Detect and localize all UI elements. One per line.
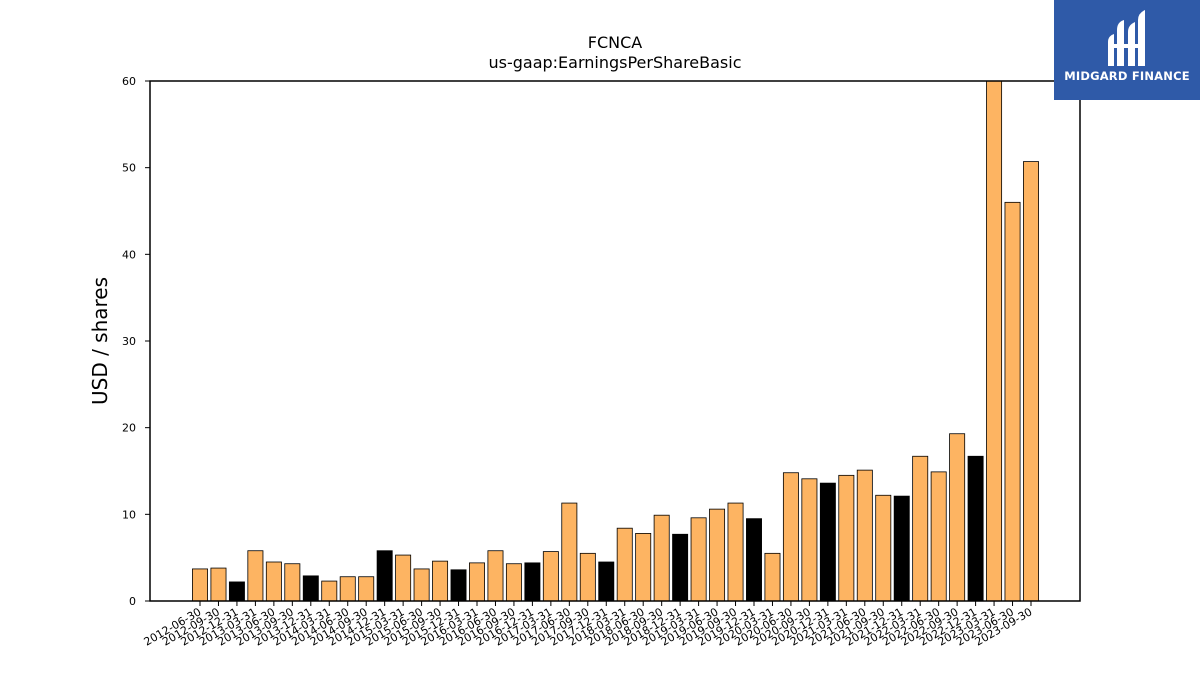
bars-group: [192, 80, 1039, 602]
y-tick-label: 10: [122, 508, 136, 521]
bar-2020-03-31: [764, 552, 781, 602]
bar-2016-03-31: [469, 562, 485, 602]
bar-2016-06-30: [487, 550, 504, 602]
bar-2012-09-30: [210, 567, 227, 602]
bar-2020-06-30: [782, 472, 799, 602]
bar-2017-06-30: [561, 502, 578, 602]
bar-2023-03-31: [986, 80, 1003, 602]
y-tick-label: 40: [122, 248, 136, 261]
y-tick-label: 60: [122, 75, 136, 88]
bar-2016-12-31: [524, 562, 541, 602]
bar-2018-12-31: [672, 533, 689, 602]
bar-2021-03-31: [838, 474, 855, 602]
bar-2013-03-31: [247, 550, 264, 602]
bar-2015-06-30: [413, 568, 430, 602]
y-tick-label: 30: [122, 335, 136, 348]
bar-2021-06-30: [856, 469, 873, 602]
bar-2013-06-30: [265, 561, 282, 602]
y-ticks-group: 0 10 20 30 40 50 60: [122, 75, 150, 608]
x-ticks-group: 2012-06-302012-09-302012-12-312013-03-31…: [142, 601, 1035, 649]
bar-2022-06-30: [930, 471, 947, 602]
bar-2016-09-30: [505, 563, 522, 602]
bar-2021-09-30: [875, 494, 892, 602]
bar-2014-09-30: [358, 576, 375, 602]
bar-2012-06-30: [192, 568, 208, 602]
bar-2022-12-31: [967, 455, 984, 602]
brand-logo: MIDGARD FINANCE: [1054, 0, 1200, 100]
y-tick-label: 50: [122, 162, 136, 175]
bar-2019-06-30: [709, 508, 726, 602]
y-tick-label: 20: [122, 422, 136, 435]
bar-2017-03-31: [542, 551, 559, 602]
bar-2019-09-30: [727, 502, 744, 602]
bar-2012-12-31: [228, 581, 245, 602]
bar-2019-03-31: [690, 517, 707, 602]
bar-2014-03-31: [321, 580, 338, 602]
bar-2020-12-31: [819, 482, 836, 602]
bar-2014-06-30: [339, 576, 356, 602]
chart-subtitle: us-gaap:EarningsPerShareBasic: [488, 53, 741, 72]
chart-title: FCNCA: [588, 33, 643, 52]
midgard-logo-icon: [1108, 10, 1145, 66]
y-tick-label: 0: [129, 595, 136, 608]
bar-2022-03-31: [912, 455, 929, 602]
bar-2014-12-31: [376, 550, 393, 602]
bar-2015-03-31: [395, 554, 412, 602]
bar-2013-09-30: [284, 563, 301, 602]
bar-2021-12-31: [893, 495, 910, 602]
bar-2023-06-30: [1004, 201, 1021, 602]
bar-2022-09-30: [949, 433, 966, 602]
plot-frame: [149, 80, 1081, 602]
bar-2017-09-30: [579, 552, 596, 602]
bar-2013-12-31: [302, 575, 319, 602]
bar-2018-03-31: [616, 527, 633, 602]
bar-2020-09-30: [801, 478, 818, 602]
bar-2017-12-31: [598, 561, 615, 602]
brand-name: MIDGARD FINANCE: [1064, 69, 1190, 83]
bar-2015-12-31: [450, 569, 467, 602]
bar-2018-09-30: [653, 514, 670, 602]
bar-2015-09-30: [432, 560, 449, 602]
bar-2019-12-31: [746, 518, 762, 602]
bar-2023-09-30: [1023, 161, 1039, 602]
y-axis-label: USD / shares: [88, 277, 112, 405]
bar-2018-06-30: [635, 533, 652, 602]
